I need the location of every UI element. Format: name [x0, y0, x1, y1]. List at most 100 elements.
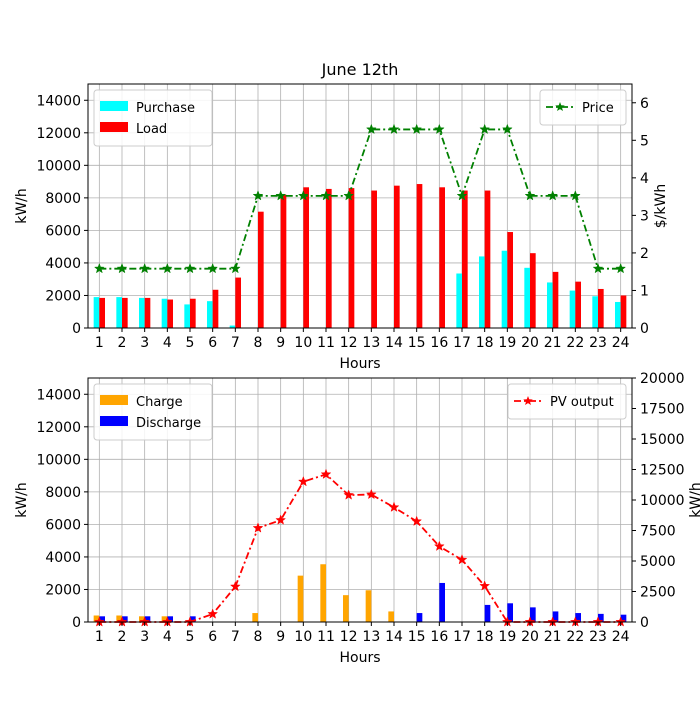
x-tick-label: 1: [95, 335, 104, 351]
marker-price: [388, 123, 400, 135]
x-tick-label: 2: [118, 335, 127, 351]
y2-tick-label: 1: [640, 283, 649, 299]
y2-tick-label: 6: [640, 96, 649, 112]
bar-discharge: [552, 611, 559, 622]
x-tick-label: 22: [566, 335, 584, 351]
bar-purchase: [456, 273, 462, 328]
bar-discharge: [416, 613, 423, 622]
x-tick-label: 19: [498, 335, 516, 351]
legend-box: [93, 89, 213, 147]
x-tick-label: 8: [254, 629, 263, 645]
bar-load: [144, 297, 151, 328]
x-tick-label: 6: [208, 629, 217, 645]
y2-tick-label: 5000: [640, 554, 676, 570]
bar-discharge: [167, 616, 173, 622]
x-tick-label: 23: [589, 335, 607, 351]
bar-discharge: [530, 607, 536, 622]
bar-load: [575, 281, 581, 328]
bar-discharge: [507, 603, 513, 622]
bar-load: [371, 190, 377, 328]
x-tick-label: 18: [476, 629, 494, 645]
marker-price: [615, 262, 627, 274]
x-tick-label: 15: [408, 335, 426, 351]
x-tick-label: 23: [589, 629, 607, 645]
legend-marker: [523, 396, 533, 406]
marker-price: [93, 262, 105, 274]
legend-label: Load: [136, 122, 167, 137]
bar-load: [326, 188, 332, 328]
bar-charge: [161, 616, 168, 622]
y-tick-label: 0: [72, 615, 81, 631]
bar-charge: [252, 613, 258, 622]
bar-load: [620, 295, 627, 328]
legend-label: Charge: [136, 395, 183, 410]
legend-swatch: [100, 101, 128, 111]
x-tick-label: 4: [163, 629, 172, 645]
legend-label: Price: [582, 101, 614, 116]
bar-load: [303, 187, 309, 328]
bar-purchase: [479, 256, 485, 328]
x-tick-label: 19: [498, 629, 516, 645]
bar-load: [598, 288, 604, 328]
bar-load: [348, 188, 355, 328]
marker-price: [524, 190, 536, 201]
x-tick-label: 20: [521, 335, 539, 351]
marker-price: [456, 190, 468, 201]
marker-pv-output: [433, 540, 445, 551]
y-tick-label: 2000: [45, 582, 81, 598]
y-tick-label: 8000: [45, 485, 81, 501]
bar-load: [484, 190, 491, 328]
x-tick-label: 20: [521, 629, 539, 645]
x-tick-label: 13: [362, 335, 380, 351]
y2-tick-label: 15000: [640, 432, 685, 448]
marker-price: [161, 262, 173, 274]
x-tick-label: 7: [231, 629, 240, 645]
x-tick-label: 17: [453, 629, 471, 645]
legend-box: [507, 383, 627, 420]
x-tick-label: 14: [385, 335, 403, 351]
legend-label: Discharge: [136, 416, 201, 431]
bar-charge: [388, 611, 394, 622]
bar-charge: [139, 616, 145, 622]
bar-purchase: [592, 296, 598, 328]
bar-discharge: [190, 616, 196, 622]
x-tick-label: 24: [612, 629, 630, 645]
x-tick-label: 11: [317, 335, 335, 351]
y2-tick-label: 17500: [640, 402, 685, 418]
legend-box: [539, 89, 627, 126]
marker-pv-output: [479, 580, 491, 591]
bar-purchase: [139, 297, 145, 328]
y-axis-label: kW/h: [14, 482, 30, 518]
marker-price: [297, 190, 309, 201]
bar-purchase: [547, 282, 553, 328]
marker-price: [569, 190, 581, 201]
bar-load: [462, 190, 468, 328]
x-tick-label: 11: [317, 629, 335, 645]
bar-purchase: [184, 304, 190, 328]
bar-load: [190, 298, 196, 328]
x-tick-label: 17: [453, 335, 471, 351]
bar-charge: [343, 595, 349, 622]
y-tick-label: 4000: [45, 256, 81, 272]
bar-charge: [320, 564, 326, 622]
x-tick-label: 21: [544, 629, 562, 645]
marker-price: [343, 190, 355, 201]
bar-purchase: [569, 290, 576, 328]
y-tick-label: 12000: [36, 420, 81, 436]
bar-load: [416, 184, 423, 328]
bar-discharge: [620, 614, 627, 622]
y2-tick-label: 20000: [640, 371, 685, 387]
y2-tick-label: 10000: [640, 493, 685, 509]
marker-price: [252, 190, 264, 201]
bar-purchase: [615, 301, 621, 328]
x-tick-label: 4: [163, 335, 172, 351]
y-tick-label: 14000: [36, 387, 81, 403]
bar-purchase: [524, 267, 530, 328]
bar-discharge: [99, 616, 105, 622]
x-tick-label: 12: [340, 335, 358, 351]
bar-discharge: [122, 616, 128, 622]
marker-pv-output: [297, 475, 309, 487]
marker-pv-output: [365, 488, 377, 500]
